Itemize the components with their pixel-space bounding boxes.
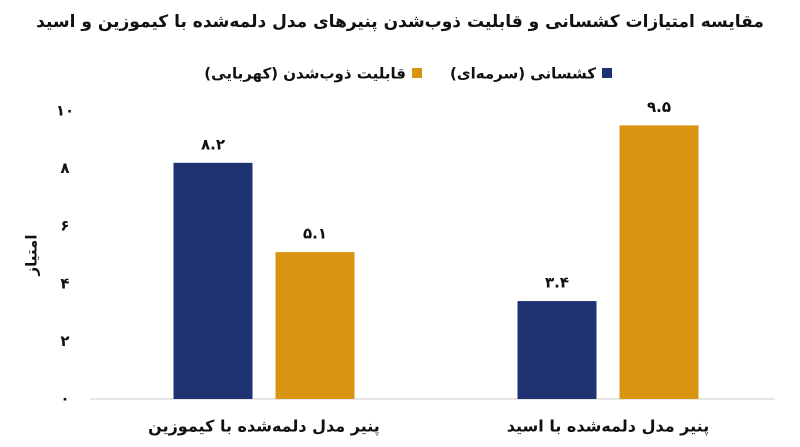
data-label: ۳.۴ (545, 274, 569, 292)
y-tick-label: ۶ (60, 217, 69, 235)
legend-swatch (602, 68, 612, 78)
data-label: ۸.۲ (201, 135, 225, 153)
data-label: ۹.۵ (647, 98, 671, 116)
x-tick-label: پنیر مدل دلمه‌شده با کیموزین (148, 417, 380, 437)
y-tick-label: ۲ (60, 332, 69, 350)
chart-title: مقایسه امتیازات کشسانی و قابلیت ذوب‌شدن … (36, 12, 764, 32)
legend-label: قابلیت ذوب‌شدن (کهربایی) (204, 65, 406, 83)
y-tick-label: ۱۰ (56, 102, 74, 120)
legend-swatch (412, 68, 423, 78)
y-tick-label: ۴ (60, 274, 69, 292)
y-axis-label: امتیاز (23, 235, 41, 277)
data-label: ۵.۱ (303, 225, 327, 243)
y-tick-label: ۰ (60, 390, 69, 408)
bar (619, 125, 699, 400)
bar (517, 301, 597, 399)
bar (275, 252, 355, 399)
bar (173, 162, 253, 399)
legend-label: کشسانی (سرمه‌ای) (450, 65, 596, 83)
y-tick-label: ۸ (60, 159, 69, 177)
x-tick-label: پنیر مدل دلمه‌شده با اسید (507, 417, 709, 437)
